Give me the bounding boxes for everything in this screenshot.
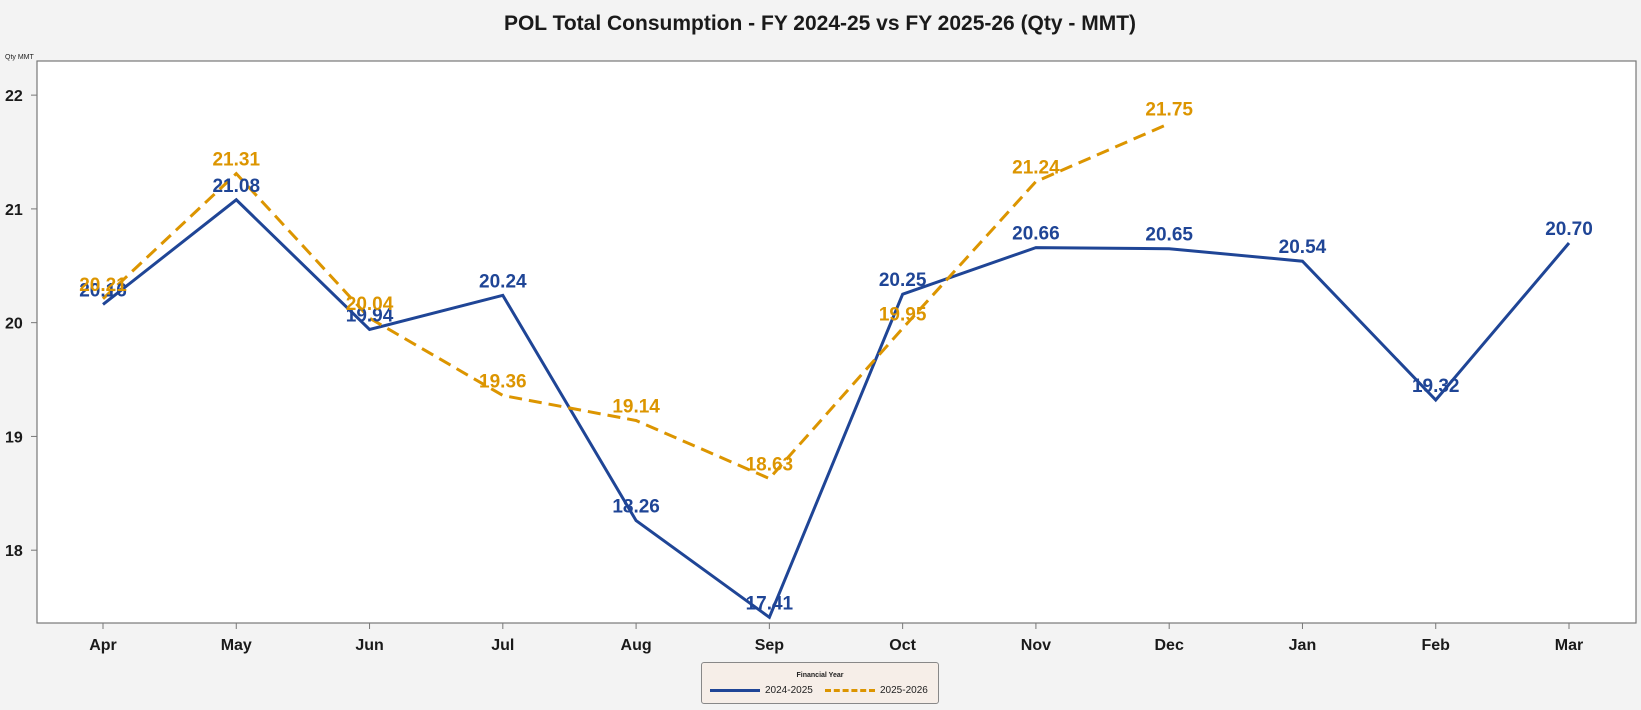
x-tick-label: Oct — [889, 637, 916, 654]
data-label: 19.95 — [879, 304, 927, 325]
y-tick-label: 22 — [5, 88, 23, 105]
legend-item-2025-2026[interactable]: 2025-2026 — [825, 683, 928, 697]
x-tick-label: Mar — [1555, 637, 1583, 654]
data-label: 20.66 — [1012, 224, 1060, 245]
x-tick-label: Jan — [1289, 637, 1317, 654]
legend-swatch-solid — [710, 688, 760, 692]
series-lines — [101, 122, 1571, 620]
y-tick-label: 19 — [5, 429, 23, 446]
data-label: 18.26 — [612, 497, 660, 518]
data-label: 20.70 — [1545, 219, 1593, 240]
data-label: 19.32 — [1412, 376, 1460, 397]
legend-label: 2024-2025 — [765, 684, 813, 696]
x-tick-label: Sep — [755, 637, 785, 654]
legend-swatch-dashed — [825, 688, 875, 692]
x-tick-label: Aug — [621, 637, 652, 654]
data-label: 19.14 — [612, 396, 660, 417]
x-axis: Apr May Jun Jul Aug Sep Oct Nov Dec Jan Feb Mar — [89, 623, 1583, 654]
x-tick-label: Nov — [1021, 637, 1051, 654]
x-tick-label: Apr — [89, 637, 117, 654]
data-label: 20.24 — [479, 271, 527, 292]
data-label: 21.08 — [212, 176, 260, 197]
y-tick-label: 20 — [5, 316, 23, 333]
data-label: 20.04 — [346, 294, 394, 315]
data-label: 21.75 — [1145, 100, 1193, 121]
data-label: 20.25 — [879, 270, 927, 291]
x-tick-label: Dec — [1155, 637, 1184, 654]
y-tick-label: 21 — [5, 202, 23, 219]
y-tick-label: 18 — [5, 543, 23, 560]
legend-label: 2025-2026 — [880, 684, 928, 696]
data-label: 20.21 — [79, 275, 127, 296]
x-tick-label: Jul — [491, 637, 514, 654]
data-label: 19.94 — [346, 305, 394, 326]
legend-item-2024-2025[interactable]: 2024-2025 — [710, 683, 813, 697]
y-axis-label: Qty MMT — [5, 54, 34, 61]
data-labels: 20.16 21.08 19.94 20.24 18.26 17.41 20.25 20.66… — [79, 100, 1593, 615]
data-label: 18.63 — [746, 455, 794, 476]
x-tick-label: Jun — [355, 637, 383, 654]
legend: Financial Year 2024-2025 2025-2026 — [701, 662, 939, 704]
y-axis: 18 19 20 21 22 — [5, 88, 37, 560]
x-tick-label: May — [221, 637, 252, 654]
plot-area — [36, 60, 1637, 624]
legend-title: Financial Year — [796, 672, 844, 679]
data-label: 17.41 — [746, 593, 794, 614]
data-label: 21.24 — [1012, 158, 1060, 179]
series-line-2024-2025 — [102, 197, 1571, 620]
data-label: 21.31 — [212, 150, 260, 171]
x-tick-label: Feb — [1422, 637, 1451, 654]
data-label: 20.65 — [1145, 225, 1193, 246]
data-label: 20.54 — [1279, 237, 1327, 258]
chart-title: POL Total Consumption - FY 2024-25 vs FY… — [504, 12, 1136, 35]
series-line-2025-2026 — [101, 122, 1170, 481]
data-label: 19.36 — [479, 371, 527, 392]
data-label: 20.16 — [79, 280, 127, 301]
